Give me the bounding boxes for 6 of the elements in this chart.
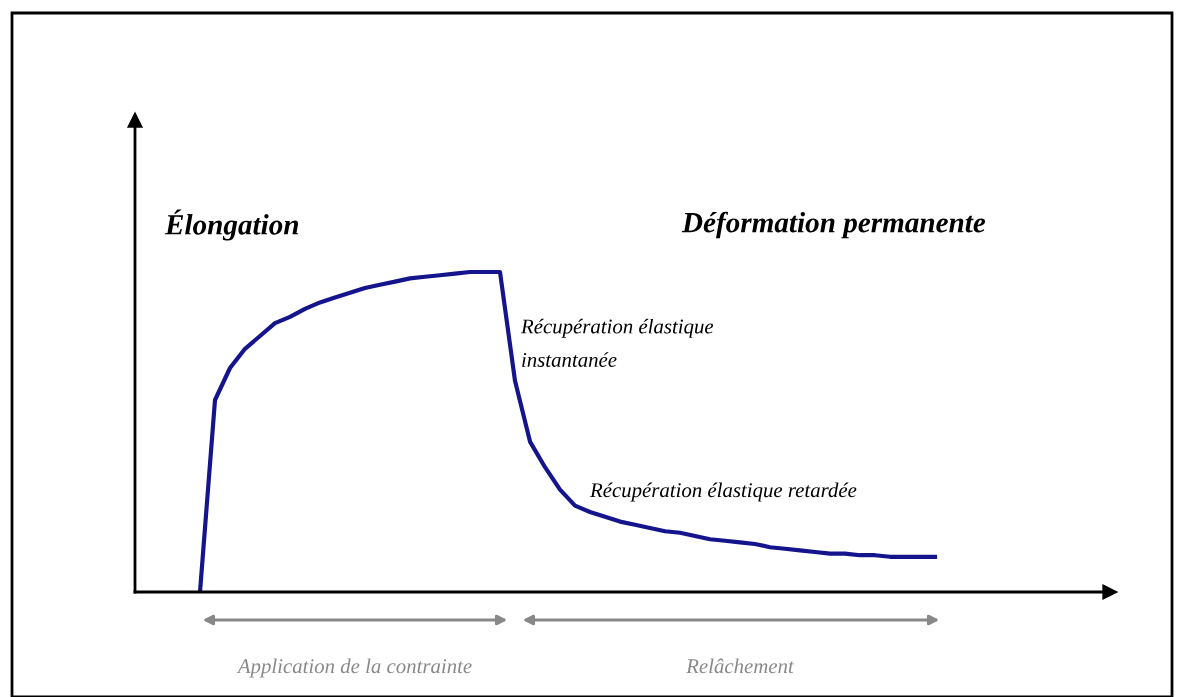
annotation: Récupération élastique instantanée (520, 318, 714, 367)
text: Déformation permanente (681, 211, 986, 239)
annotation: Récupération élastique retardée (589, 482, 857, 502)
text: Relâchement (686, 658, 795, 674)
text: Élongation (164, 209, 299, 241)
text: Application de la contrainte (236, 658, 472, 678)
